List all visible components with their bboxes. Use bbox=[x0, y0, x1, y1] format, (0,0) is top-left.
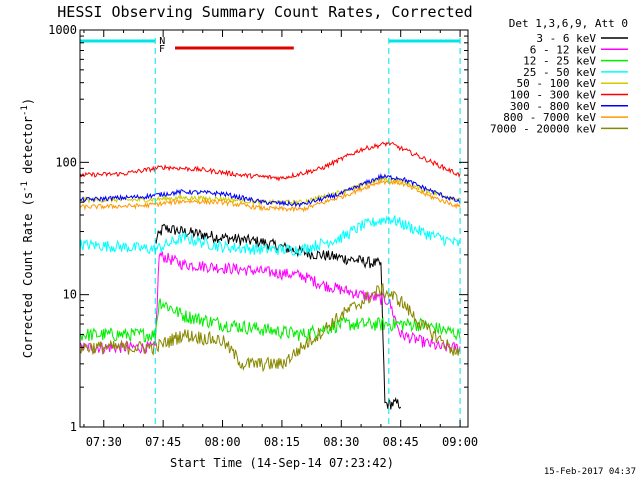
x-axis: 07:30 07:45 08:00 08:15 08:30 08:45 09:00 bbox=[83, 30, 478, 449]
plot-area: NF bbox=[79, 36, 461, 427]
legend-label-3: 12 - 25 keV bbox=[523, 55, 596, 68]
x-tick-label-1: 07:30 bbox=[86, 435, 122, 449]
y-tick-label-3: 100 bbox=[55, 155, 77, 169]
legend-label-6: 100 - 300 keV bbox=[510, 89, 596, 102]
chart-title: HESSI Observing Summary Count Rates, Cor… bbox=[57, 3, 472, 21]
x-tick-label-3: 08:00 bbox=[204, 435, 240, 449]
legend-label-8: 800 - 7000 keV bbox=[503, 111, 596, 124]
x-tick-label-7: 09:00 bbox=[442, 435, 478, 449]
legend-header: Det 1,3,6,9, Att 0 bbox=[509, 17, 628, 30]
x-axis-label: Start Time (14-Sep-14 07:23:42) bbox=[170, 456, 394, 470]
y-tick-label-4: 1000 bbox=[48, 23, 77, 37]
series-line-9 bbox=[79, 282, 461, 373]
series-line-4 bbox=[79, 215, 461, 256]
legend-label-4: 25 - 50 keV bbox=[523, 66, 596, 79]
legend-label-9: 7000 - 20000 keV bbox=[490, 122, 596, 135]
series-line-3 bbox=[79, 298, 461, 343]
x-tick-label-5: 08:30 bbox=[323, 435, 359, 449]
legend-label-7: 300 - 800 keV bbox=[510, 100, 596, 113]
flare-label: F bbox=[159, 44, 165, 55]
legend-label-1: 3 - 6 keV bbox=[536, 32, 596, 45]
y-tick-label-1: 1 bbox=[70, 420, 77, 434]
y-axis-label-part2: detector bbox=[21, 116, 35, 181]
y-axis-label-sup1: -1 bbox=[20, 181, 30, 192]
series-line-7 bbox=[79, 172, 461, 208]
series-line-2 bbox=[79, 251, 461, 355]
x-tick-label-2: 07:45 bbox=[145, 435, 181, 449]
legend-label-5: 50 - 100 keV bbox=[517, 77, 597, 90]
timestamp: 15-Feb-2017 04:37 bbox=[544, 467, 636, 477]
series-line-6 bbox=[79, 139, 461, 182]
series-line-1 bbox=[154, 223, 402, 410]
x-tick-label-4: 08:15 bbox=[264, 435, 300, 449]
plot-frame bbox=[79, 29, 469, 428]
y-axis-label-part1: Corrected Count Rate (s bbox=[21, 192, 35, 358]
y-tick-label-2: 10 bbox=[63, 288, 77, 302]
y-axis-label-part3: ) bbox=[21, 98, 35, 105]
series-line-8 bbox=[79, 178, 461, 213]
legend-label-2: 6 - 12 keV bbox=[530, 43, 597, 56]
night-label: N bbox=[159, 36, 165, 47]
y-axis: 1 10 100 1000 bbox=[48, 23, 468, 434]
y-axis-label-sup2: -1 bbox=[20, 105, 30, 116]
x-tick-label-6: 08:45 bbox=[383, 435, 419, 449]
y-axis-label: Corrected Count Rate (s-1 detector-1) bbox=[20, 98, 35, 358]
